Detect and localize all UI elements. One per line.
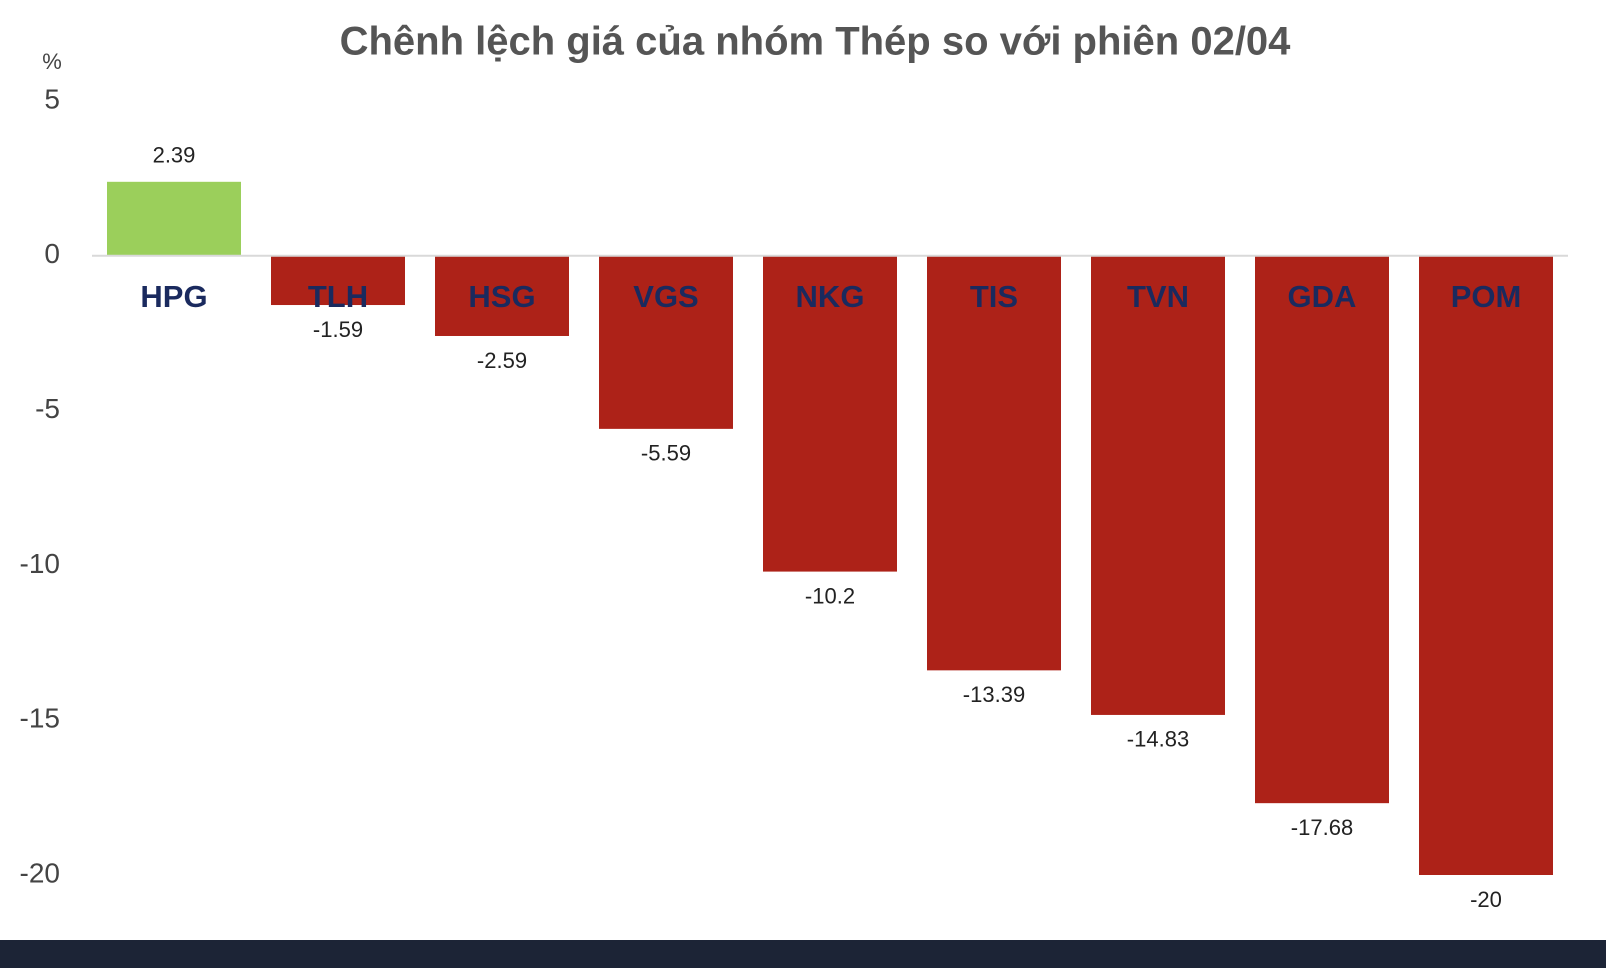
data-label: -10.2 [805,583,855,608]
bottom-border [0,940,1606,968]
x-tick-label: TVN [1127,279,1189,314]
data-label: -13.39 [963,682,1025,707]
x-tick-label: VGS [633,279,698,314]
bar [927,255,1061,671]
x-tick-label: GDA [1288,279,1357,314]
y-tick-label: -20 [20,857,60,888]
y-tick-label: -15 [20,703,60,734]
y-tick-label: -10 [20,548,60,579]
y-axis-label: % [42,49,62,74]
x-tick-label: HPG [140,279,207,314]
bar [1419,255,1553,876]
data-label: -5.59 [641,441,691,466]
bar [1091,255,1225,715]
data-label: -1.59 [313,317,363,342]
x-tick-label: NKG [796,279,865,314]
data-label: 2.39 [153,143,196,168]
bar [271,255,405,306]
bar [107,181,241,256]
y-tick-label: -5 [35,393,60,424]
data-label: -20 [1470,887,1502,912]
y-tick-label: 0 [44,238,60,269]
x-tick-label: POM [1451,279,1522,314]
x-tick-label: HSG [468,279,535,314]
x-tick-label: TLH [308,279,368,314]
chart-title: Chênh lệch giá của nhóm Thép so với phiê… [340,20,1292,64]
bar [763,255,897,572]
data-label: -17.68 [1291,815,1353,840]
bar [435,255,569,336]
x-tick-label: TIS [970,279,1018,314]
y-tick-label: 5 [44,83,60,114]
bar [599,255,733,429]
data-label: -2.59 [477,348,527,373]
bar [1255,255,1389,804]
data-label: -14.83 [1127,727,1189,752]
